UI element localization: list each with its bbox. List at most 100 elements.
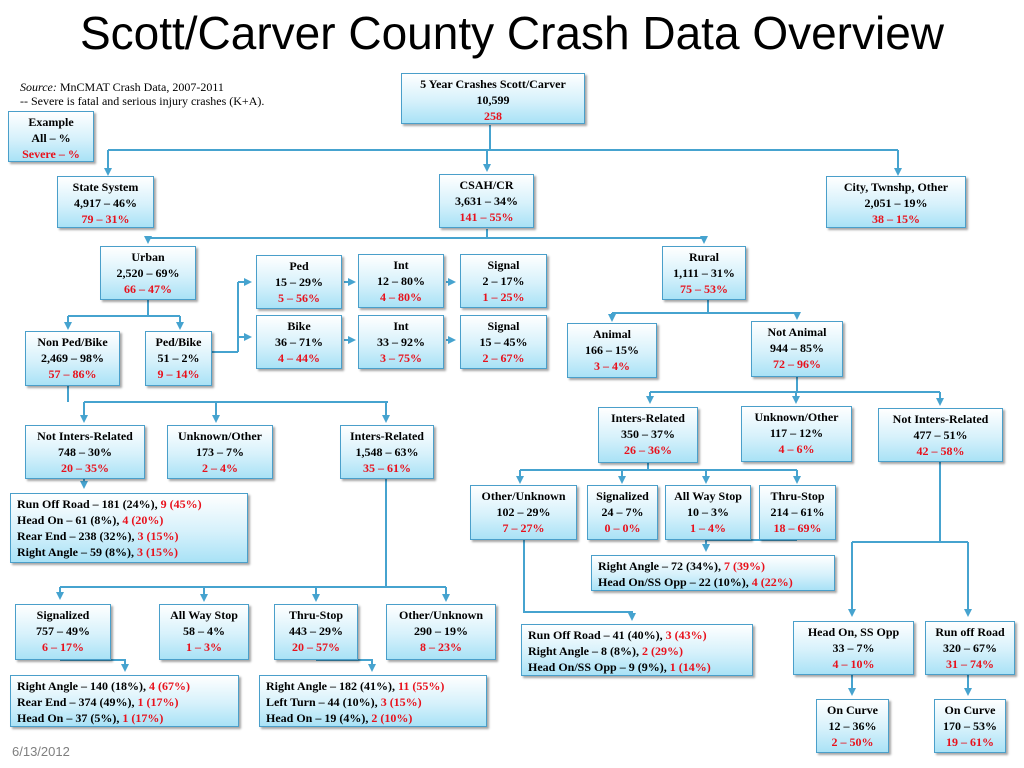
node-all: 320 – 67%	[943, 641, 997, 655]
node-severe: 75 – 53%	[680, 282, 728, 296]
list-item: Right Angle – 59 (8%), 3 (15%)	[17, 545, 178, 559]
node-all: 2,051 – 19%	[864, 196, 928, 210]
page-title: Scott/Carver County Crash Data Overview	[79, 7, 945, 59]
node-severe: 0 – 0%	[604, 521, 641, 535]
node-severe: 6 – 17%	[42, 640, 84, 654]
node-title: All Way Stop	[674, 489, 742, 503]
list-item: Head On/SS Opp – 9 (9%), 1 (14%)	[528, 660, 711, 674]
node-severe: 3 – 4%	[594, 359, 630, 373]
ped-signal-box: Signal 2 – 17% 1 – 25%	[460, 254, 547, 308]
node-title: Inters-Related	[611, 411, 685, 425]
node-severe: 141 – 55%	[459, 210, 514, 224]
urban-not-inters-box: Not Inters-Related 748 – 30% 20 – 35%	[25, 425, 145, 479]
node-all: 350 – 37%	[621, 427, 675, 441]
node-title: All Way Stop	[170, 608, 238, 622]
node-severe: 18 – 69%	[773, 521, 822, 535]
rural-other-unknown-box: Other/Unknown 102 – 29% 7 – 27%	[470, 485, 577, 540]
node-title: Inters-Related	[350, 429, 424, 443]
node-title: Bike	[287, 319, 311, 333]
node-severe: 8 – 23%	[420, 640, 462, 654]
rural-inters-box: Inters-Related 350 – 37% 26 – 36%	[598, 407, 698, 463]
node-all: 214 – 61%	[770, 505, 825, 519]
node-all: 102 – 29%	[496, 505, 551, 519]
rural-not-inters-box: Not Inters-Related 477 – 51% 42 – 58%	[878, 408, 1003, 462]
head-on-ss-opp-box: Head On, SS Opp 33 – 7% 4 – 10%	[793, 621, 914, 675]
node-severe: 7 – 27%	[502, 521, 545, 535]
node-title: Thru-Stop	[288, 608, 344, 622]
node-title: Urban	[131, 250, 165, 264]
node-severe: Severe – %	[22, 147, 80, 161]
non-ped-bike-box: Non Ped/Bike 2,469 – 98% 57 – 86%	[25, 331, 120, 386]
node-all: 1,548 – 63%	[355, 445, 419, 459]
ped-bike-box: Ped/Bike 51 – 2% 9 – 14%	[145, 331, 212, 386]
node-severe: 72 – 96%	[773, 357, 821, 371]
severity-note: -- Severe is fatal and serious injury cr…	[20, 94, 265, 108]
node-all: 748 – 30%	[58, 445, 112, 459]
urban-thru-stop-crash-types: Right Angle – 182 (41%), 11 (55%) Left T…	[259, 675, 487, 727]
node-title: Unknown/Other	[177, 429, 263, 443]
node-all: 757 – 49%	[36, 624, 90, 638]
rural-all-way-stop-box: All Way Stop 10 – 3% 1 – 4%	[665, 485, 751, 540]
node-all: 10 – 3%	[687, 505, 729, 519]
node-title: Non Ped/Bike	[37, 335, 108, 349]
node-severe: 38 – 15%	[872, 212, 920, 226]
list-item: Head On – 19 (4%), 2 (10%)	[266, 711, 413, 725]
rural-other-crash-types: Run Off Road – 41 (40%), 3 (43%) Right A…	[521, 624, 753, 676]
node-all: 15 – 45%	[479, 335, 528, 349]
node-all: 10,599	[476, 93, 510, 107]
node-all: 173 – 7%	[196, 445, 244, 459]
node-title: Signalized	[596, 489, 649, 503]
total-crashes-box: 5 Year Crashes Scott/Carver 10,599 258	[401, 73, 585, 124]
node-all: 15 – 29%	[275, 275, 323, 289]
node-all: 443 – 29%	[289, 624, 343, 638]
node-all: 290 – 19%	[414, 624, 468, 638]
node-severe: 1 – 25%	[482, 290, 525, 304]
node-severe: 1 – 4%	[690, 521, 726, 535]
node-all: 33 – 7%	[832, 641, 875, 655]
node-title: Unknown/Other	[754, 410, 839, 424]
node-severe: 258	[484, 109, 502, 123]
list-item: Left Turn – 44 (10%), 3 (15%)	[266, 695, 422, 709]
node-all: 33 – 92%	[377, 335, 425, 349]
bike-signal-box: Signal 15 – 45% 2 – 67%	[460, 315, 547, 369]
node-title: Run off Road	[935, 625, 1005, 639]
bike-int-box: Int 33 – 92% 3 – 75%	[358, 315, 444, 369]
node-severe: 2 – 50%	[831, 735, 874, 749]
node-title: On Curve	[827, 703, 878, 717]
node-severe: 79 – 31%	[81, 212, 130, 226]
list-item: Run Off Road – 181 (24%), 9 (45%)	[17, 497, 202, 511]
source-text: MnCMAT Crash Data, 2007-2011	[56, 80, 224, 94]
node-all: 477 – 51%	[913, 428, 968, 442]
list-item: Rear End – 238 (32%), 3 (15%)	[17, 529, 179, 543]
node-title: Not Inters-Related	[37, 429, 133, 443]
urban-all-way-stop-box: All Way Stop 58 – 4% 1 – 3%	[159, 604, 249, 660]
node-title: Not Animal	[767, 325, 827, 339]
rural-signalized-box: Signalized 24 – 7% 0 – 0%	[587, 485, 658, 540]
urban-signalized-crash-types: Right Angle – 140 (18%), 4 (67%) Rear En…	[10, 675, 239, 727]
on-curve-runoff-box: On Curve 170 – 53% 19 – 61%	[934, 699, 1006, 753]
node-title: Ped	[289, 259, 309, 273]
csah-cr-box: CSAH/CR 3,631 – 34% 141 – 55%	[439, 174, 534, 228]
node-title: Other/Unknown	[481, 489, 566, 503]
node-severe: 5 – 56%	[278, 291, 320, 305]
urban-other-unknown-box: Other/Unknown 290 – 19% 8 – 23%	[386, 604, 496, 660]
node-all: 170 – 53%	[943, 719, 997, 733]
rural-thru-stop-crash-types: Right Angle – 72 (34%), 7 (39%) Head On/…	[591, 555, 835, 591]
animal-box: Animal 166 – 15% 3 – 4%	[567, 323, 657, 378]
node-title: Other/Unknown	[398, 608, 484, 622]
bike-box: Bike 36 – 71% 4 – 44%	[256, 315, 342, 369]
node-all: 36 – 71%	[275, 335, 323, 349]
node-all: 2,520 – 69%	[116, 266, 180, 280]
node-all: 166 – 15%	[585, 343, 639, 357]
node-title: Int	[393, 319, 409, 333]
urban-signalized-box: Signalized 757 – 49% 6 – 17%	[15, 604, 111, 660]
urban-unknown-box: Unknown/Other 173 – 7% 2 – 4%	[167, 425, 273, 479]
rural-unknown-box: Unknown/Other 117 – 12% 4 – 6%	[741, 406, 852, 462]
node-all: 117 – 12%	[769, 426, 824, 440]
node-all: 2,469 – 98%	[41, 351, 104, 365]
city-township-other-box: City, Twnshp, Other 2,051 – 19% 38 – 15%	[826, 176, 966, 228]
list-item: Head On/SS Opp – 22 (10%), 4 (22%)	[598, 575, 793, 589]
node-all: 12 – 80%	[377, 274, 425, 288]
node-title: Signal	[487, 319, 520, 333]
